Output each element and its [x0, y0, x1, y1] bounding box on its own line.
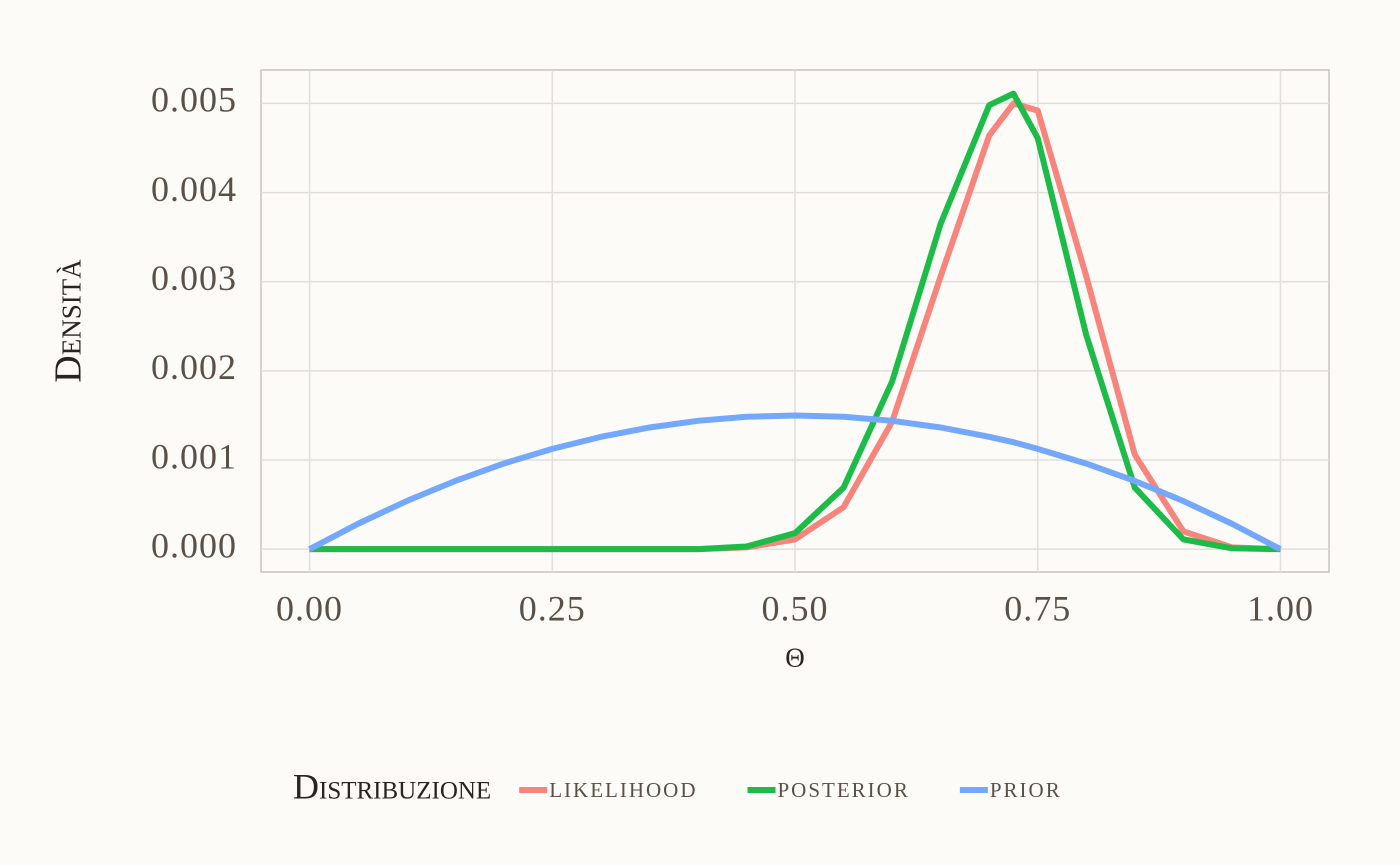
legend-title: Distribuzione	[293, 766, 491, 806]
legend-label: likelihood	[549, 771, 697, 804]
y-tick-label: 0.005	[151, 80, 237, 120]
y-tick-label: 0.002	[151, 347, 237, 387]
y-tick-label: 0.000	[151, 525, 237, 565]
y-tick-label: 0.004	[151, 169, 237, 209]
x-tick-label: 0.25	[519, 588, 586, 628]
x-tick-label: 1.00	[1247, 588, 1314, 628]
x-tick-label: 0.00	[276, 588, 343, 628]
line-series	[309, 90, 1281, 553]
legend-label: prior	[990, 771, 1062, 804]
line-series	[308, 412, 1282, 552]
x-tick-label: 0.75	[1004, 588, 1071, 628]
y-tick-label: 0.003	[151, 258, 237, 298]
x-axis-title: θ	[785, 634, 805, 676]
y-tick-label: 0.001	[151, 436, 237, 476]
y-axis-title: Densità	[48, 259, 90, 383]
x-tick-label: 0.50	[762, 588, 829, 628]
legend-label: posterior	[778, 771, 910, 804]
